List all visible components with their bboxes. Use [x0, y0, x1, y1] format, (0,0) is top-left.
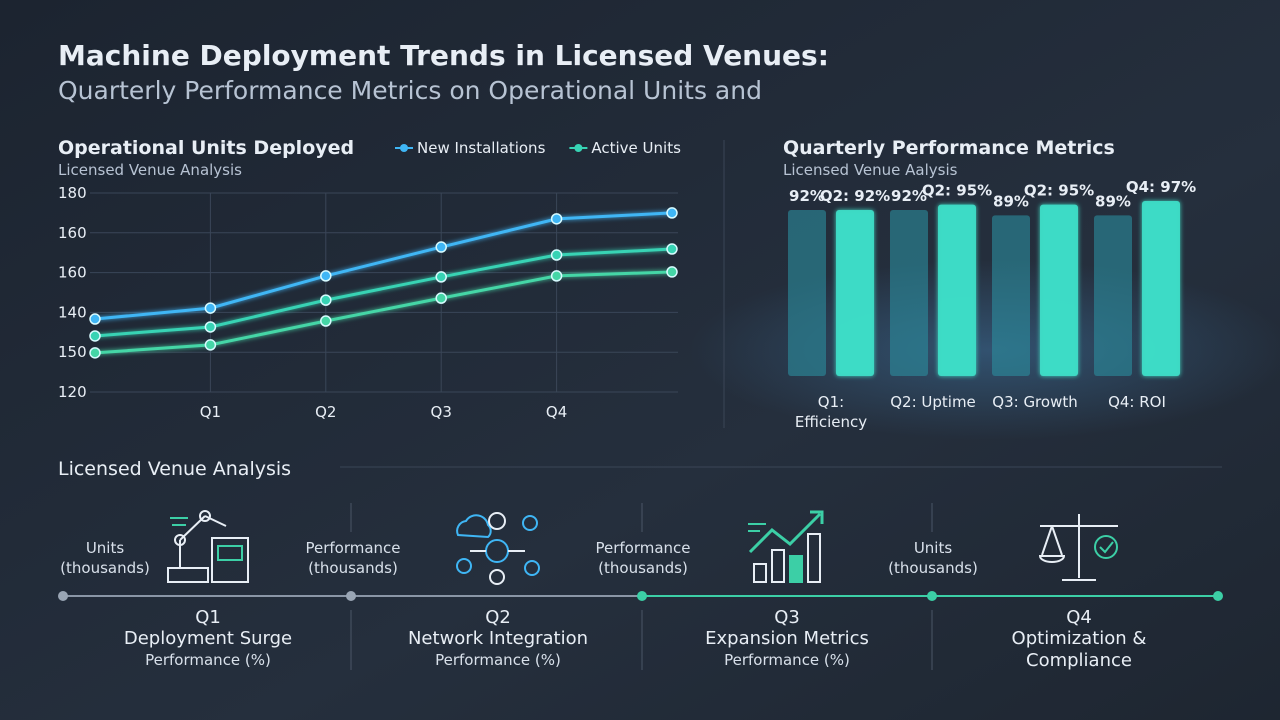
data-point: [435, 271, 447, 283]
node: [637, 591, 647, 601]
bar: [836, 210, 874, 376]
node: [927, 591, 937, 601]
page-subtitle: Quarterly Performance Metrics on Operati…: [58, 76, 762, 105]
data-point: [666, 207, 678, 219]
chart-title: Operational Units Deployed: [58, 137, 354, 159]
bar: [890, 210, 928, 376]
compliance-icon: [1038, 514, 1118, 581]
y-tick-label: 150: [58, 343, 87, 361]
timeline-dividers: [350, 503, 933, 670]
data-point: [550, 270, 563, 282]
legend-swatch: [574, 144, 583, 152]
bar: [938, 204, 976, 376]
node: [58, 591, 68, 601]
series-line: [94, 270, 673, 355]
data-point: [435, 241, 447, 253]
data-point: [89, 313, 101, 325]
y-tick-label: 160: [58, 264, 87, 282]
bar: [788, 210, 826, 376]
data-point: [550, 213, 563, 225]
timeline-heading: Optimization & Compliance: [1011, 628, 1147, 671]
timeline-quarter: Q3: [774, 607, 800, 628]
x-tick-label: Q2: [315, 403, 336, 421]
chart-title: Quarterly Performance Metrics: [783, 137, 1115, 159]
x-tick-label: Q4: ROI: [1108, 393, 1166, 411]
data-point: [204, 321, 217, 333]
bar-value-label: 92%: [891, 187, 927, 205]
legend-label: Active Units: [591, 139, 681, 157]
timeline-nodes: [58, 591, 1223, 601]
legend-label: New Installations: [417, 139, 546, 157]
bar-value-label: Q2: 95%: [922, 182, 992, 200]
page-title: Machine Deployment Trends in Licensed Ve…: [58, 39, 829, 72]
timeline-heading: Expansion Metrics: [705, 628, 869, 649]
bar-value-label: Q4: 97%: [1126, 178, 1196, 196]
timeline-heading: Deployment Surge: [123, 628, 293, 649]
data-point: [204, 302, 217, 314]
data-point: [666, 266, 678, 278]
data-point: [320, 294, 332, 306]
x-tick-label: Q4: [546, 403, 567, 421]
network-icon: [456, 512, 540, 585]
timeline-quarter: Q4: [1066, 607, 1092, 628]
timeline-quarter: Q2: [485, 607, 511, 628]
data-point: [666, 243, 678, 255]
timeline-sub: Performance (%): [724, 651, 850, 669]
data-point: [320, 270, 332, 282]
timeline-heading: Network Integration: [407, 628, 589, 649]
data-point: [435, 292, 447, 304]
node: [1213, 591, 1223, 601]
y-tick-label: 140: [58, 303, 87, 321]
timeline-quarter: Q1: [195, 607, 221, 628]
timeline-top-label: Units (thousands): [888, 539, 978, 577]
data-point: [204, 339, 217, 351]
bar: [992, 215, 1030, 376]
chart-subtitle: Licensed Venue Aalysis: [783, 161, 958, 179]
timeline-top-label: Performance (thousands): [595, 539, 691, 577]
chart-subtitle: Licensed Venue Analysis: [58, 161, 242, 179]
section-title: Licensed Venue Analysis: [58, 458, 291, 480]
bar-value-label: 89%: [1095, 192, 1131, 210]
x-tick-label: Q3: Growth: [992, 393, 1078, 411]
robot-icon: [167, 510, 249, 583]
x-tick-label: Q3: [431, 403, 452, 421]
bar-value-label: 92%: [789, 187, 825, 205]
bar: [1094, 215, 1132, 376]
timeline-sub: Performance (%): [435, 651, 561, 669]
y-tick-label: 120: [58, 383, 87, 401]
glow: [690, 260, 1280, 440]
series-line: [94, 247, 673, 338]
series-line: [94, 211, 673, 321]
y-tick-label: 160: [58, 224, 87, 242]
bar-value-label: Q2: 95%: [1024, 182, 1094, 200]
bar-value-label: Q2: 92%: [820, 187, 890, 205]
y-tick-label: 180: [58, 184, 87, 202]
data-point: [320, 315, 332, 327]
x-tick-label: Q1: [200, 403, 221, 421]
node: [346, 591, 356, 601]
data-point: [89, 347, 101, 359]
data-point: [550, 249, 563, 261]
bar: [1142, 201, 1180, 376]
bar: [1040, 204, 1078, 376]
timeline-sub: Performance (%): [145, 651, 271, 669]
data-point: [89, 330, 101, 342]
x-tick-label: Q2: Uptime: [890, 393, 976, 411]
timeline-top-label: Performance (thousands): [305, 539, 401, 577]
bar-value-label: 89%: [993, 192, 1029, 210]
x-tick-label: Q1: Efficiency: [794, 393, 868, 431]
legend-swatch: [400, 144, 408, 152]
timeline-top-label: Units (thousands): [60, 539, 150, 577]
growth-icon: [748, 510, 824, 583]
